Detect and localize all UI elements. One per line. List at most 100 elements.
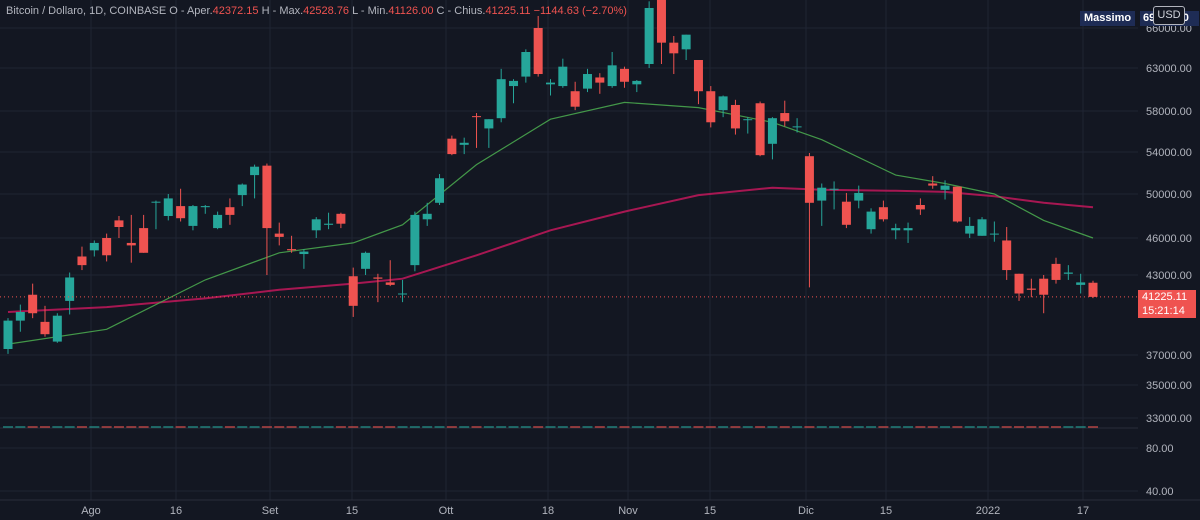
candle xyxy=(1051,257,1061,284)
volume-bar xyxy=(940,426,951,428)
price-tick-label: 35000.00 xyxy=(1146,380,1192,392)
volume-bar xyxy=(113,426,124,428)
volume-bar xyxy=(471,426,482,428)
volume-bar xyxy=(545,426,556,428)
candle xyxy=(200,205,210,214)
volume-bar xyxy=(1088,426,1098,428)
volume-bar xyxy=(76,426,87,428)
candle-body xyxy=(558,66,568,87)
candle-body xyxy=(619,68,629,82)
candle-body xyxy=(730,104,740,129)
candle xyxy=(496,68,506,123)
candle-body xyxy=(398,293,408,295)
low-label: L - Min. xyxy=(352,5,389,17)
open-label: O - Aper. xyxy=(169,5,213,17)
bar-countdown: 15:21:14 xyxy=(1142,305,1185,317)
volume-bar xyxy=(372,426,383,428)
candle xyxy=(829,181,839,210)
volume-bar xyxy=(459,426,470,428)
candle-body xyxy=(188,206,198,226)
candle-body xyxy=(126,242,136,246)
volume-bar xyxy=(742,426,753,428)
candle xyxy=(570,81,580,111)
candle xyxy=(114,216,124,238)
time-tick-label: Set xyxy=(262,505,279,517)
time-tick-label: 15 xyxy=(880,505,892,517)
candle xyxy=(151,200,161,230)
price-tick-label: 54000.00 xyxy=(1146,147,1192,159)
candle xyxy=(89,240,99,257)
candle xyxy=(262,163,272,275)
candle xyxy=(188,205,198,231)
volume-bar xyxy=(261,426,272,428)
volume-bar xyxy=(779,426,790,428)
candle xyxy=(410,211,420,272)
candle-body xyxy=(706,91,716,123)
volume-bar xyxy=(705,426,716,428)
candle xyxy=(398,279,408,303)
candle-body xyxy=(410,214,420,266)
volume-bar xyxy=(1051,426,1062,428)
candle-body xyxy=(767,118,777,144)
candle xyxy=(459,137,469,155)
volume-bar xyxy=(422,426,433,428)
symbol-label: Bitcoin / Dollaro, 1D, COINBASE xyxy=(6,5,167,17)
candle xyxy=(311,217,321,238)
volume-bar xyxy=(1014,426,1025,428)
price-tick-label: 33000.00 xyxy=(1146,413,1192,425)
candle-body xyxy=(1039,278,1049,295)
volume-bar xyxy=(866,426,877,428)
candle-body xyxy=(829,188,839,190)
candle-body xyxy=(940,185,950,190)
time-tick-label: 16 xyxy=(170,505,182,517)
candle-body xyxy=(496,79,506,119)
volume-bar xyxy=(1075,426,1086,428)
volume-bar xyxy=(360,426,371,428)
volume-bar xyxy=(397,426,408,428)
candle-body xyxy=(780,113,790,122)
candle-body xyxy=(225,207,235,215)
candle-body xyxy=(373,277,383,279)
candle-body xyxy=(324,223,334,225)
candle xyxy=(644,1,654,68)
candle xyxy=(841,192,851,229)
candle xyxy=(1014,273,1024,301)
candle-body xyxy=(422,213,432,220)
candle-body xyxy=(237,184,247,196)
candle xyxy=(126,214,136,263)
volume-bar xyxy=(323,426,334,428)
candle xyxy=(755,101,765,157)
candle-body xyxy=(546,82,555,85)
volume-bar xyxy=(594,426,605,428)
candle-body xyxy=(299,251,309,255)
candle-body xyxy=(385,282,395,285)
price-tick-label: 43000.00 xyxy=(1146,270,1192,282)
candle-body xyxy=(841,201,851,225)
price-axis-panel xyxy=(1138,0,1200,520)
volume-bar xyxy=(311,426,322,428)
candle xyxy=(817,183,827,226)
ma-short-line xyxy=(7,101,1094,345)
candle xyxy=(15,304,25,332)
close-value: 41225.11 xyxy=(485,5,531,17)
volume-bar xyxy=(520,426,531,428)
candle-body xyxy=(250,166,260,176)
candle-body xyxy=(114,220,124,227)
volume-bar xyxy=(952,426,963,428)
volume-bar xyxy=(557,426,568,428)
candle xyxy=(274,222,284,246)
candle-body xyxy=(459,142,469,145)
candle-body xyxy=(965,225,975,234)
volume-bar xyxy=(163,426,174,428)
currency-button[interactable]: USD xyxy=(1153,6,1185,25)
candle xyxy=(977,217,987,236)
candle xyxy=(743,117,753,134)
volume-bar xyxy=(64,426,75,428)
candle-body xyxy=(693,60,703,92)
volume-bar xyxy=(656,426,667,428)
candle xyxy=(1063,265,1073,280)
volume-bar xyxy=(187,426,198,428)
candle xyxy=(28,283,38,319)
candle xyxy=(3,318,13,354)
